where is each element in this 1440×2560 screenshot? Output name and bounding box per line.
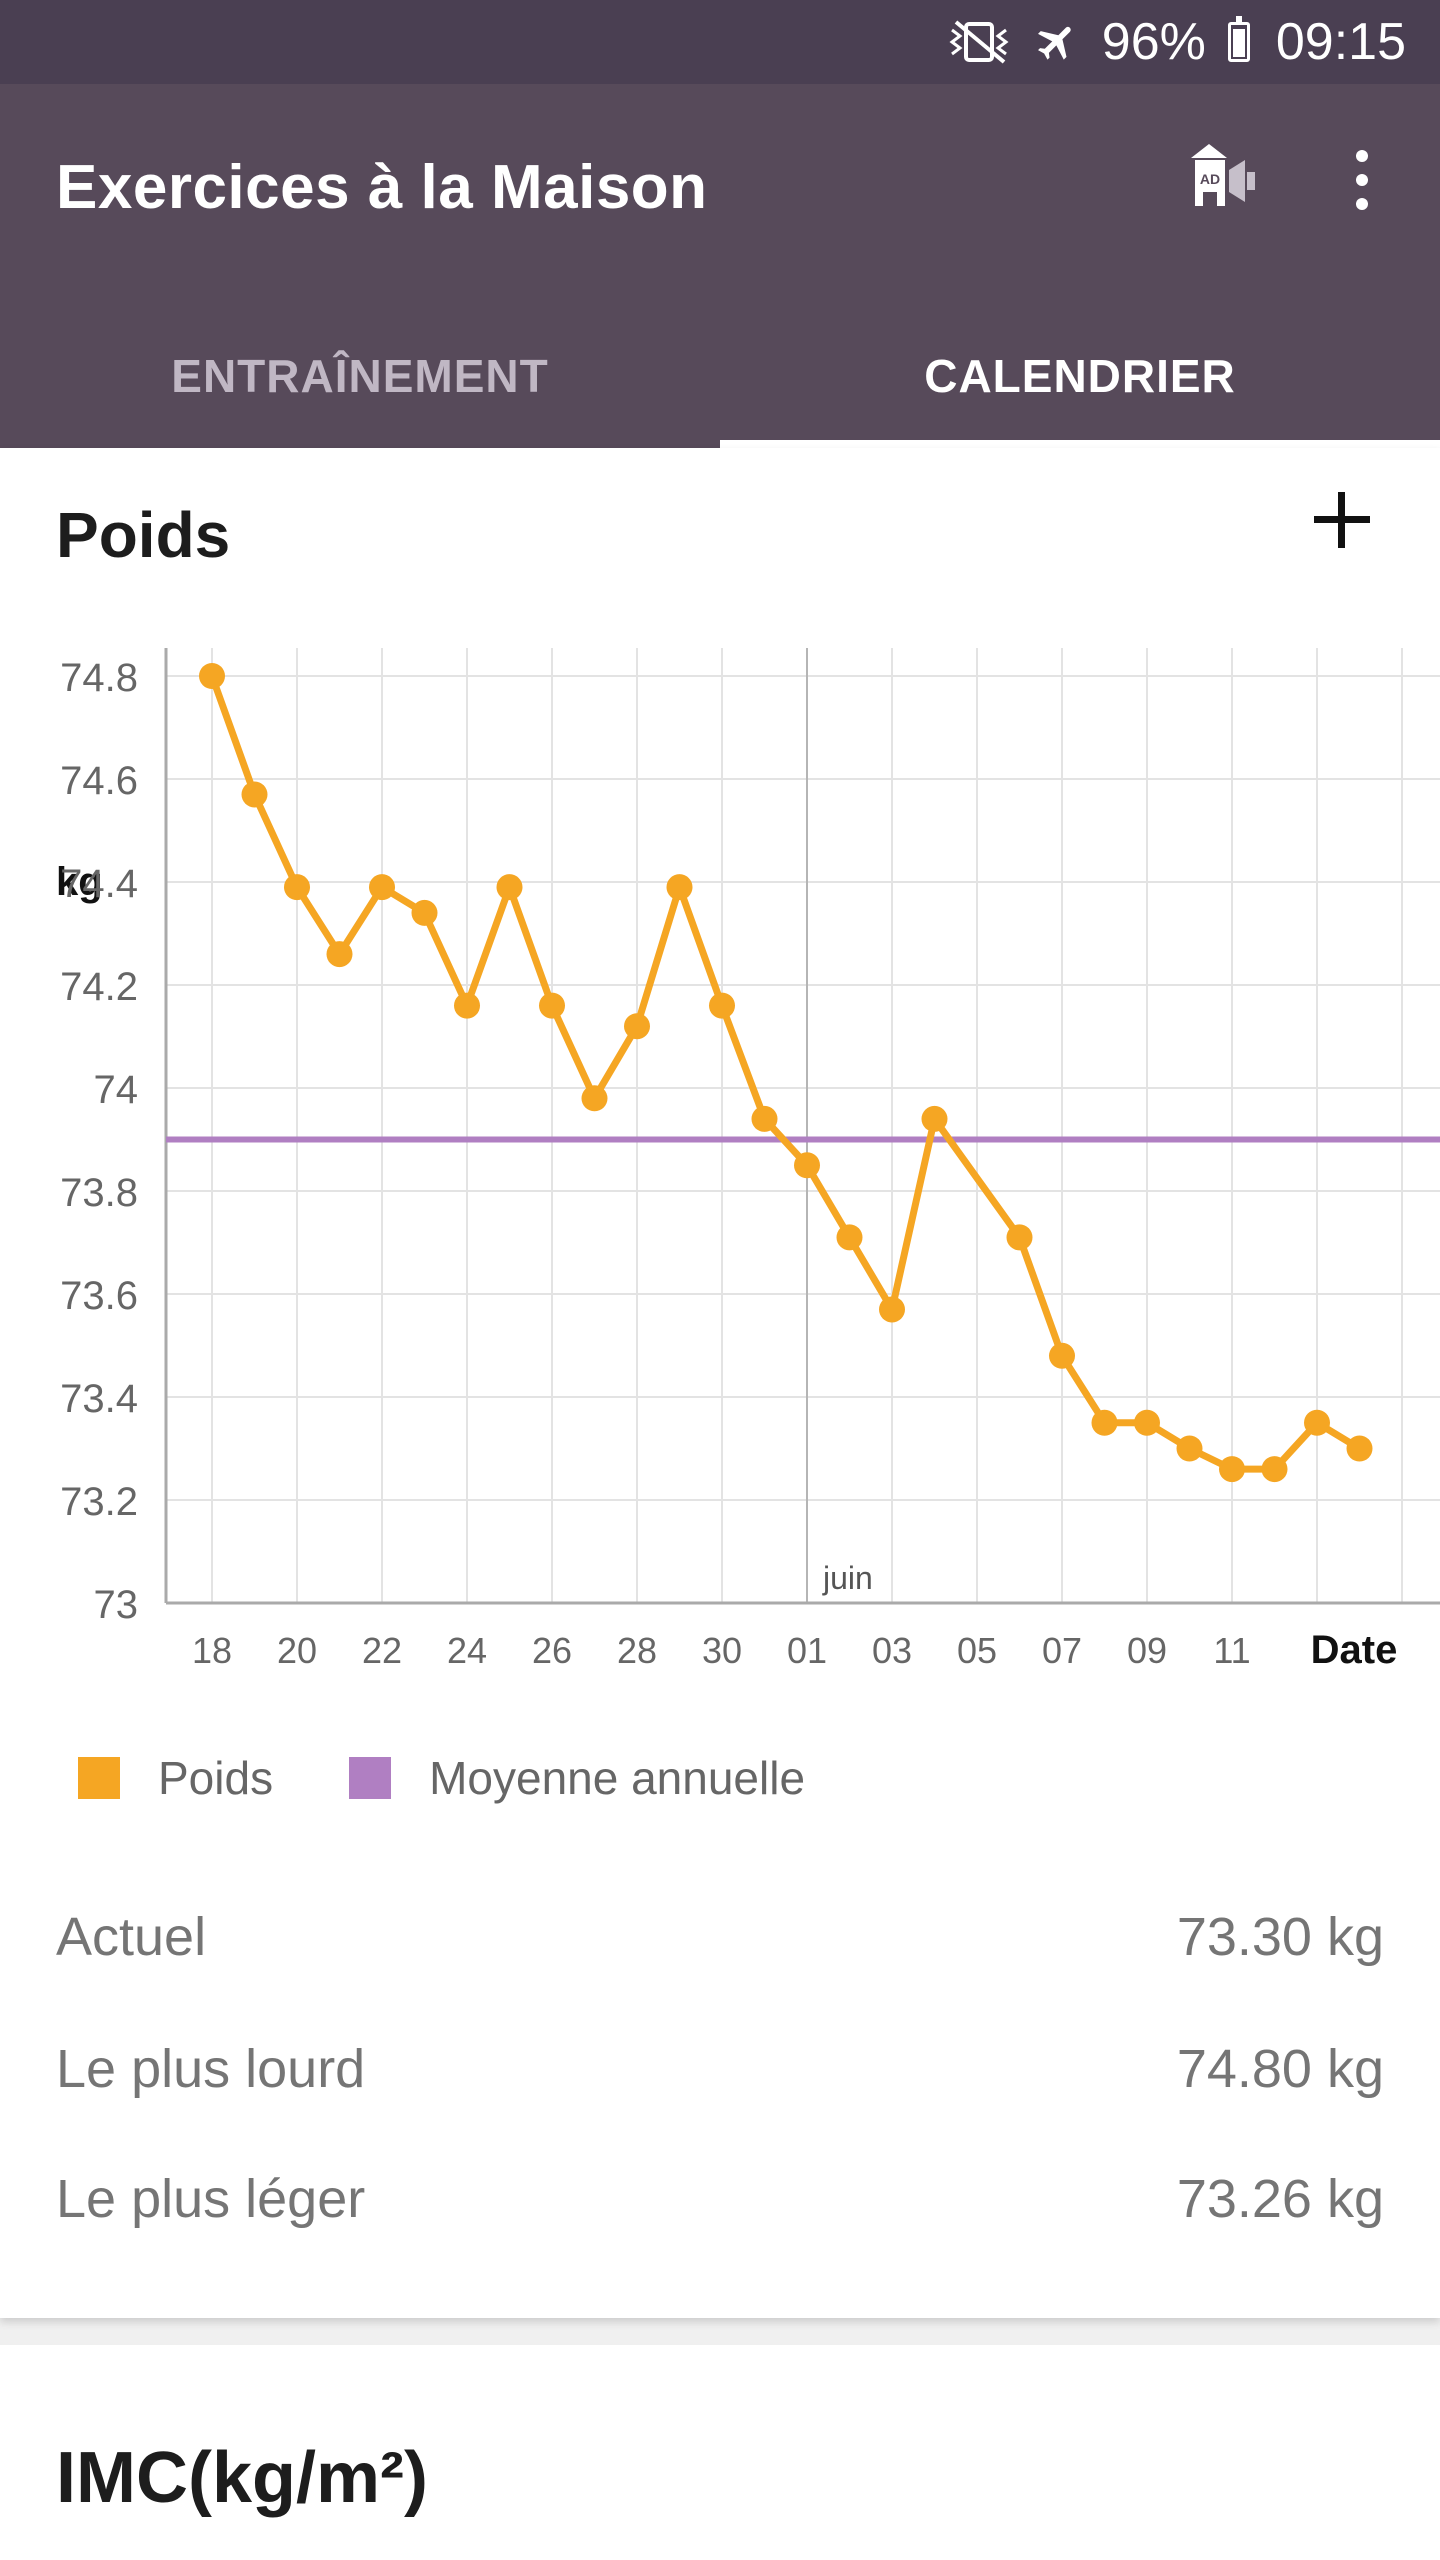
y-tick-label: 74 — [94, 1068, 139, 1112]
ad-icon[interactable]: AD — [1185, 136, 1265, 216]
y-tick-label: 73 — [94, 1583, 139, 1627]
x-tick-label: 09 — [1127, 1630, 1167, 1671]
more-options-icon[interactable] — [1340, 144, 1384, 224]
app-bar: Exercices à la Maison AD ENTRAÎNEMENT CA… — [0, 84, 1440, 448]
data-point-poids — [1176, 1435, 1203, 1462]
x-tick-label: 03 — [872, 1630, 912, 1671]
legend-label-poids: Poids — [158, 1752, 274, 1804]
active-tab-indicator — [720, 440, 1440, 448]
data-point-poids — [539, 992, 565, 1019]
x-tick-label: 24 — [447, 1630, 487, 1671]
x-tick-label: 05 — [957, 1630, 997, 1671]
x-tick-label: 26 — [532, 1630, 572, 1671]
tab-calendrier[interactable]: CALENDRIER — [720, 304, 1440, 448]
battery-icon — [1227, 16, 1254, 62]
stat-row-actuel: Actuel 73.30 kg — [56, 1892, 1384, 1982]
x-tick-label: 07 — [1042, 1630, 1082, 1671]
x-tick-label: 11 — [1213, 1630, 1250, 1671]
data-point-poids — [836, 1224, 863, 1251]
y-tick-label: 73.2 — [60, 1480, 138, 1524]
legend-swatch-moyenne — [349, 1757, 392, 1799]
x-tick-label: 20 — [277, 1630, 317, 1671]
stat-value: 73.30 kg — [1176, 1907, 1384, 1967]
tab-entrainement[interactable]: ENTRAÎNEMENT — [0, 304, 720, 448]
series-line-poids — [208, 674, 1362, 1473]
x-axis-label: Date — [1311, 1628, 1398, 1672]
data-point-poids — [879, 1296, 905, 1323]
app-title: Exercices à la Maison — [56, 153, 708, 222]
data-point-poids — [241, 781, 268, 808]
data-point-poids — [411, 899, 438, 926]
data-point-poids — [709, 992, 735, 1019]
y-tick-label: 73.6 — [60, 1274, 138, 1318]
weight-chart: kg7574.874.674.474.27473.873.673.473.273… — [56, 648, 1440, 1672]
data-point-poids — [326, 941, 353, 968]
x-tick-label: 28 — [617, 1630, 657, 1671]
mute-vibrate-icon — [946, 20, 1012, 64]
month-marker-label: juin — [822, 1560, 873, 1596]
x-tick-label: 30 — [702, 1630, 742, 1671]
data-point-poids — [454, 992, 480, 1019]
data-point-poids — [284, 874, 310, 901]
tab-entrainement-label: ENTRAÎNEMENT — [171, 350, 549, 402]
legend-label-moyenne: Moyenne annuelle — [429, 1752, 806, 1804]
airplane-icon — [1034, 19, 1080, 65]
data-point-poids — [624, 1013, 650, 1040]
tab-calendrier-label: CALENDRIER — [924, 350, 1236, 402]
status-bar: 96% 09:15 — [0, 0, 1440, 84]
data-point-poids — [1304, 1409, 1330, 1436]
data-point-poids — [1219, 1456, 1245, 1483]
y-tick-label: 73.8 — [60, 1171, 138, 1215]
x-tick-label: 01 — [787, 1630, 827, 1671]
bmi-card-title: IMC(kg/m²) — [56, 2438, 428, 2518]
x-tick-label: 18 — [192, 1630, 232, 1671]
data-point-poids — [1346, 1435, 1373, 1462]
y-tick-label: 73.4 — [60, 1377, 138, 1421]
x-tick-label: 22 — [362, 1630, 402, 1671]
data-point-poids — [1006, 1224, 1033, 1251]
data-point-poids — [666, 874, 693, 901]
data-point-poids — [1091, 1409, 1118, 1436]
chart-legend: Poids Moyenne annuelle — [0, 1738, 1440, 1818]
data-point-poids — [581, 1085, 608, 1112]
data-point-poids — [369, 874, 395, 901]
legend-swatch-poids — [78, 1757, 120, 1799]
stat-label: Actuel — [56, 1907, 207, 1967]
tab-bar: ENTRAÎNEMENT CALENDRIER — [0, 304, 1440, 448]
add-weight-icon[interactable] — [1314, 492, 1370, 548]
data-point-poids — [794, 1152, 820, 1179]
clock: 09:15 — [1275, 13, 1406, 71]
data-point-poids — [199, 663, 225, 689]
data-point-poids — [921, 1105, 948, 1132]
y-tick-label: 74.6 — [60, 759, 138, 803]
data-point-poids — [496, 874, 523, 901]
stat-label: Le plus lourd — [56, 2039, 366, 2099]
data-point-poids — [1134, 1409, 1160, 1436]
stat-row-plus-leger: Le plus léger 73.26 kg — [56, 2154, 1384, 2244]
weight-card: Poids kg7574.874.674.474.27473.873.673.4… — [0, 448, 1440, 2318]
y-tick-label: 74.2 — [60, 965, 138, 1009]
y-tick-label: 74.4 — [60, 862, 138, 906]
weight-card-title: Poids — [56, 499, 231, 571]
battery-percent: 96% — [1101, 13, 1206, 71]
data-point-poids — [1261, 1456, 1288, 1483]
bmi-card: IMC(kg/m²) — [0, 2345, 1440, 2560]
y-axis-unit-label: kg — [56, 860, 103, 904]
data-point-poids — [751, 1105, 778, 1132]
stat-label: Le plus léger — [56, 2169, 366, 2229]
stat-value: 74.80 kg — [1176, 2039, 1384, 2099]
data-point-poids — [1049, 1342, 1075, 1369]
stat-row-plus-lourd: Le plus lourd 74.80 kg — [56, 2024, 1384, 2114]
ad-icon-label: AD — [1200, 171, 1220, 187]
y-tick-label: 74.8 — [60, 656, 138, 700]
stat-value: 73.26 kg — [1176, 2169, 1384, 2229]
